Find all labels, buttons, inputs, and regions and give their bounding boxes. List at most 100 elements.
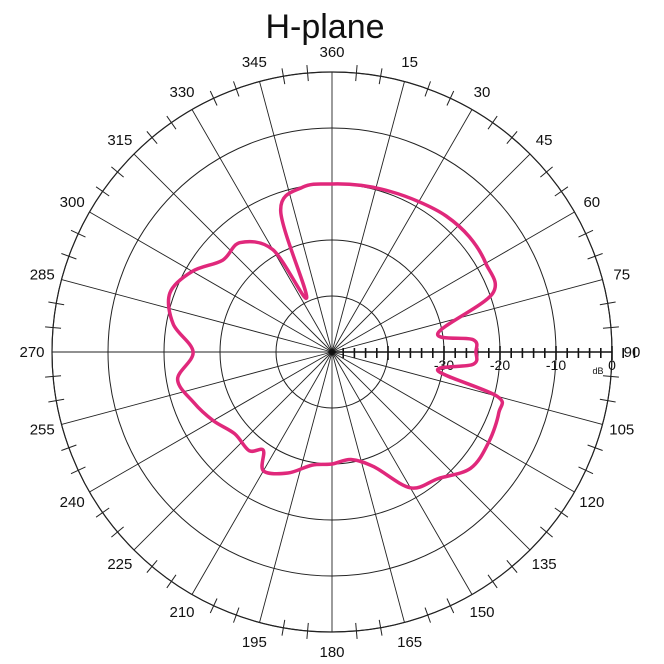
angle-tick-80 [599,301,616,306]
spoke-225 [133,351,333,551]
angle-tick-275 [45,326,62,329]
angle-tick-140 [506,560,518,573]
angle-tick-320 [146,131,158,144]
angle-label-210: 210 [169,604,194,621]
spoke-195 [259,351,333,623]
angle-tick-145 [487,574,498,589]
spoke-210 [191,351,333,595]
angle-label-165: 165 [397,634,422,651]
angle-tick-350 [281,68,286,85]
angle-tick-215 [166,574,177,589]
angle-tick-65 [578,229,594,238]
angle-label-315: 315 [107,132,132,149]
radial-label-0: 0 [608,357,616,373]
angle-label-15: 15 [401,54,418,71]
spoke-240 [89,351,333,493]
angle-label-30: 30 [474,84,491,101]
angle-label-270: 270 [19,344,44,361]
angle-label-75: 75 [613,266,630,283]
angle-tick-40 [506,131,518,144]
angle-tick-335 [209,90,218,106]
angle-tick-340 [233,81,240,97]
angle-tick-95 [602,375,619,378]
angle-tick-295 [70,229,86,238]
angle-label-360: 360 [319,44,344,61]
angle-tick-305 [95,186,110,197]
angle-tick-10 [378,68,383,85]
spoke-315 [133,153,333,353]
angle-label-195: 195 [242,634,267,651]
angle-tick-290 [61,253,77,260]
radial-label--20: -20 [490,357,510,373]
chart-title: H-plane [265,8,384,46]
angle-label-330: 330 [169,84,194,101]
spoke-135 [331,351,531,551]
polar-grid [45,65,619,639]
spoke-330 [191,109,333,353]
angle-tick-130 [540,526,553,538]
angle-label-45: 45 [536,132,553,149]
angle-label-345: 345 [242,54,267,71]
angle-tick-260 [48,398,65,403]
angle-tick-155 [446,598,455,614]
angle-tick-55 [554,186,569,197]
angle-tick-5 [355,65,358,82]
angle-label-240: 240 [60,494,85,511]
angle-label-120: 120 [579,494,604,511]
angle-label-135: 135 [532,556,557,573]
angle-tick-200 [233,607,240,623]
radial-unit-label: dB [592,366,603,376]
angle-tick-160 [424,607,431,623]
angle-tick-185 [306,622,309,639]
angle-tick-85 [602,326,619,329]
angle-tick-110 [587,444,603,451]
angle-tick-50 [540,166,553,178]
spoke-75 [331,279,603,353]
angle-tick-245 [70,466,86,475]
angle-label-180: 180 [319,644,344,661]
spoke-300 [89,211,333,353]
angle-tick-230 [111,526,124,538]
spoke-105 [331,351,603,425]
series-0-pattern [166,182,505,490]
spoke-150 [331,351,473,595]
spoke-15 [331,81,405,353]
spoke-165 [331,351,405,623]
angle-tick-35 [487,115,498,130]
angle-label-105: 105 [609,422,634,439]
angle-tick-115 [578,466,594,475]
spoke-345 [259,81,333,353]
angle-tick-250 [61,444,77,451]
spoke-45 [331,153,531,353]
angle-tick-220 [146,560,158,573]
angle-tick-170 [378,619,383,636]
spoke-285 [61,279,333,353]
radial-label--10: -10 [546,357,566,373]
angle-tick-235 [95,507,110,518]
angle-tick-70 [587,253,603,260]
series-group [166,182,505,490]
angle-label-300: 300 [60,194,85,211]
angle-tick-100 [599,398,616,403]
angle-tick-265 [45,375,62,378]
angle-tick-280 [48,301,65,306]
radial-axis: -30 -20 -10 0dB [332,346,636,376]
spoke-30 [331,109,473,353]
spoke-60 [331,211,575,353]
angle-tick-325 [166,115,177,130]
angle-tick-310 [111,166,124,178]
angle-label-225: 225 [107,556,132,573]
angle-label-90: 90 [624,344,641,361]
spoke-120 [331,351,575,493]
angle-label-285: 285 [30,266,55,283]
spoke-255 [61,351,333,425]
angle-tick-205 [209,598,218,614]
angle-tick-175 [355,622,358,639]
angle-label-150: 150 [469,604,494,621]
angle-label-255: 255 [30,422,55,439]
angle-tick-125 [554,507,569,518]
angle-tick-355 [306,65,309,82]
angle-tick-20 [424,81,431,97]
angle-labels: 360 15 30 45 60 75 90 105 120 135 150 165 180 195 210 2… [19,44,640,661]
